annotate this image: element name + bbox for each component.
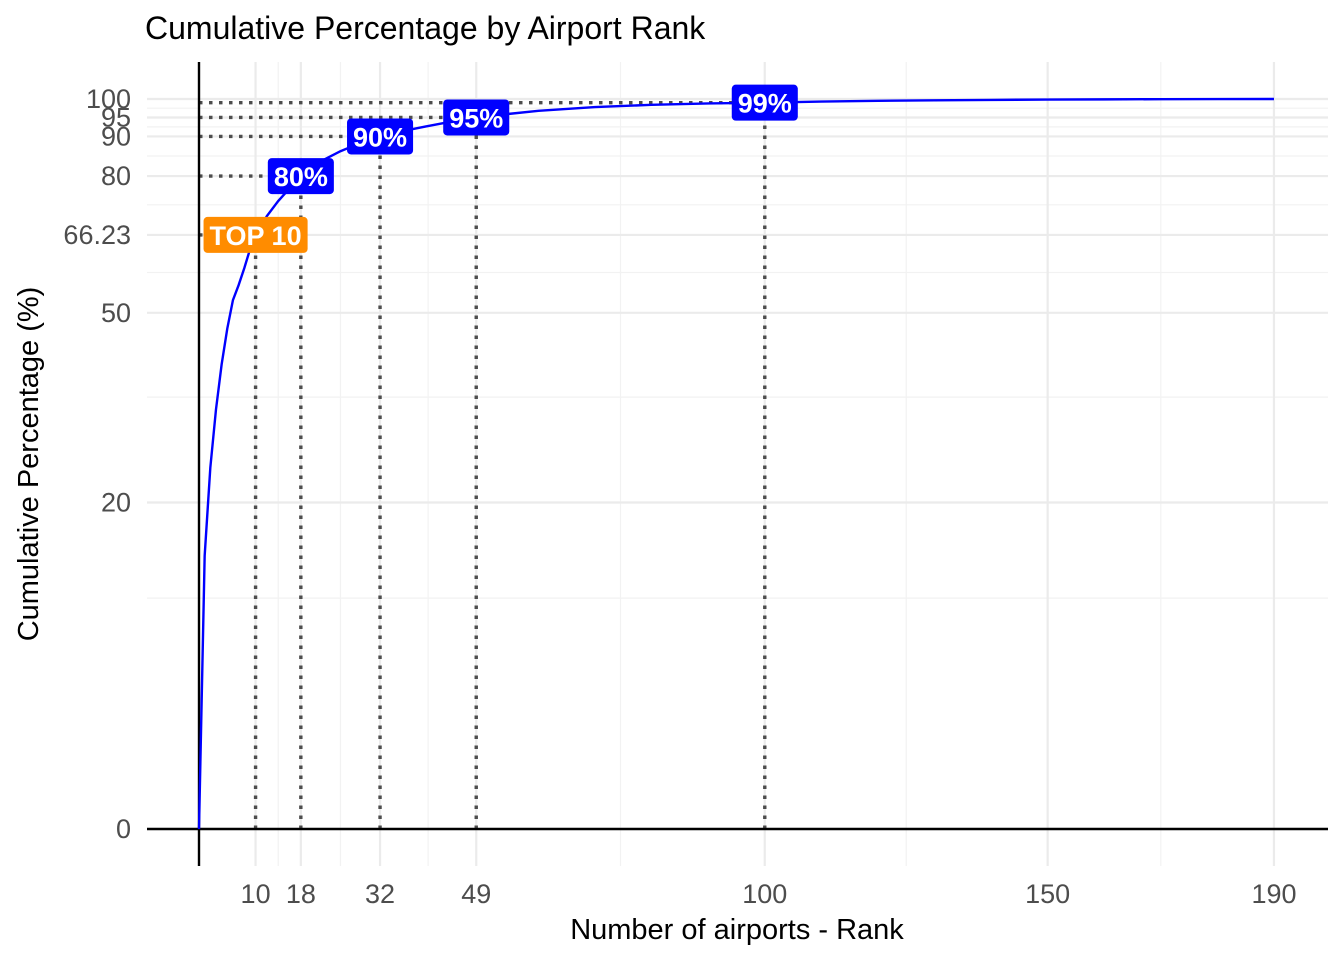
reference-label-text: 80% bbox=[274, 162, 328, 192]
reference-label-text: TOP 10 bbox=[210, 221, 302, 251]
y-tick-label: 90 bbox=[101, 121, 131, 151]
x-tick-label: 190 bbox=[1251, 879, 1296, 909]
reference-label: 99% bbox=[731, 84, 798, 121]
series bbox=[197, 97, 1274, 830]
reference-label-box bbox=[731, 84, 798, 121]
reference-label-text: 90% bbox=[353, 122, 407, 152]
reference-label: 90% bbox=[347, 118, 414, 155]
reference-label-text: 99% bbox=[738, 89, 792, 119]
y-tick-label: 20 bbox=[101, 488, 131, 518]
reference-label-box bbox=[347, 118, 414, 155]
reference-label-text: 95% bbox=[449, 103, 503, 133]
x-tick-label: 49 bbox=[461, 879, 491, 909]
x-tick-label: 18 bbox=[286, 879, 316, 909]
x-tick-label: 10 bbox=[241, 879, 271, 909]
y-axis-title: Cumulative Percentage (%) bbox=[13, 287, 45, 642]
y-tick-label: 80 bbox=[101, 161, 131, 191]
reference-label: 95% bbox=[443, 99, 510, 136]
reference-label-box bbox=[267, 158, 334, 195]
y-tick-label: 95 bbox=[101, 102, 131, 132]
y-tick-label: 66.23 bbox=[63, 220, 131, 250]
reference-label-box bbox=[443, 99, 510, 136]
reference-lines bbox=[199, 100, 767, 829]
chart-title: Cumulative Percentage by Airport Rank bbox=[145, 10, 706, 46]
reference-labels: TOP 10 80% 90% 95% 99% bbox=[203, 84, 798, 253]
reference-label-box bbox=[203, 216, 308, 253]
x-tick-label: 100 bbox=[742, 879, 787, 909]
x-tick-label: 150 bbox=[1025, 879, 1070, 909]
axes bbox=[147, 62, 1328, 866]
x-axis-title: Number of airports - Rank bbox=[570, 914, 904, 946]
y-tick-label: 0 bbox=[116, 814, 131, 844]
x-tick-label: 32 bbox=[365, 879, 395, 909]
y-tick-label: 100 bbox=[86, 84, 131, 114]
reference-label: 80% bbox=[267, 158, 334, 195]
reference-label: TOP 10 bbox=[203, 216, 308, 253]
y-tick-label: 50 bbox=[101, 298, 131, 328]
cumulative-line bbox=[197, 97, 1274, 830]
